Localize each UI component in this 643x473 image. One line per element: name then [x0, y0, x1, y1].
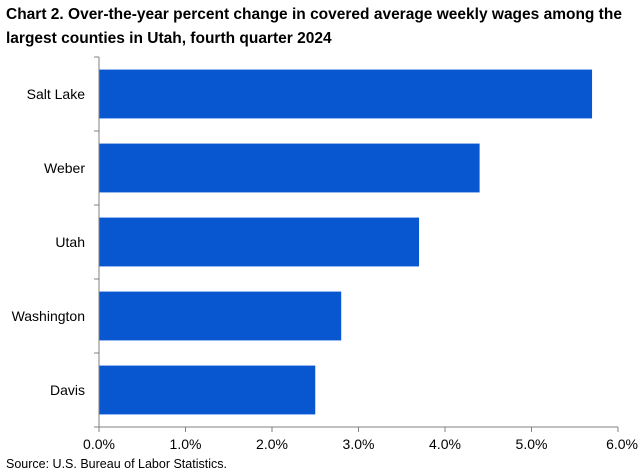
x-tick-label: 5.0% — [516, 436, 548, 452]
category-label: Utah — [55, 234, 85, 250]
category-label: Weber — [44, 160, 85, 176]
category-label: Washington — [12, 308, 85, 324]
category-label: Salt Lake — [27, 86, 86, 102]
x-tick-label: 2.0% — [256, 436, 288, 452]
bar-salt-lake — [99, 69, 593, 119]
category-label: Davis — [50, 382, 85, 398]
chart-title: Chart 2. Over-the-year percent change in… — [6, 6, 622, 47]
x-tick-label: 4.0% — [429, 436, 461, 452]
x-tick-label: 3.0% — [343, 436, 375, 452]
bar-weber — [99, 143, 480, 193]
x-tick-label: 0.0% — [83, 436, 115, 452]
x-tick-label: 1.0% — [170, 436, 202, 452]
bar-washington — [99, 291, 342, 341]
x-tick-label: 6.0% — [606, 436, 638, 452]
bar-davis — [99, 365, 316, 415]
bar-utah — [99, 217, 420, 267]
source-note: Source: U.S. Bureau of Labor Statistics. — [6, 457, 227, 471]
